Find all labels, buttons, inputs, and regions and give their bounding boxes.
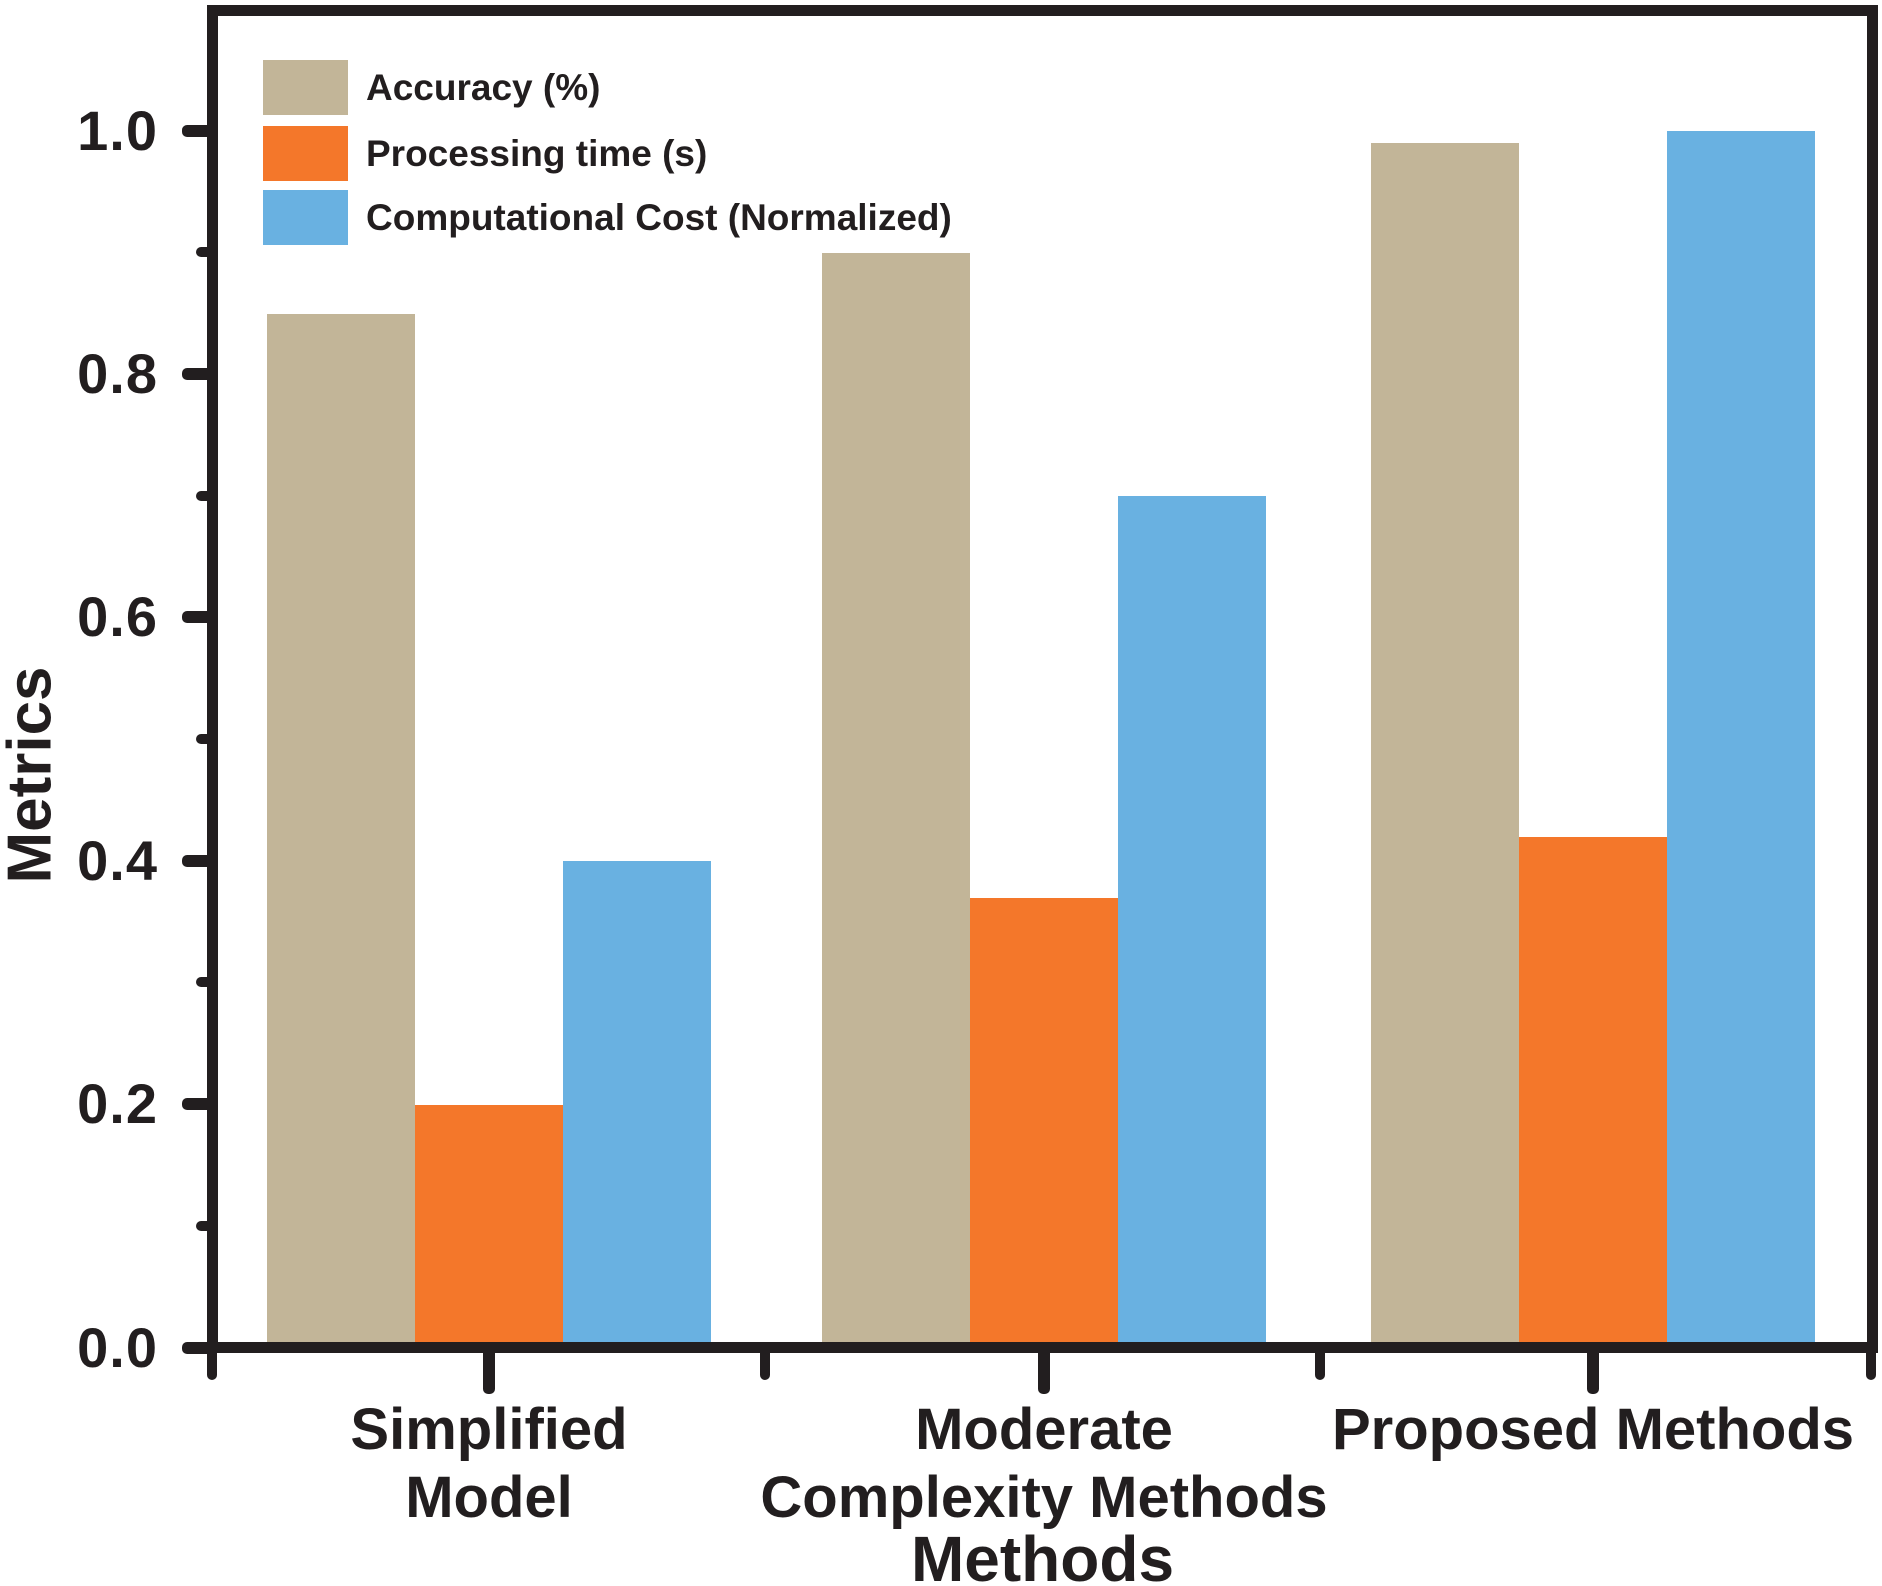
bar-accuracy-proposed-methods [1371,143,1519,1348]
legend-label: Processing time (s) [366,132,708,174]
category-label-line: Moderate [915,1397,1173,1462]
y-minor-tick [196,977,218,988]
bar-accuracy-moderate-complexity-methods [822,252,970,1348]
bar-accuracy-simplified-model [267,313,415,1348]
y-major-tick [182,367,218,380]
bar-computational-cost-normalized-moderate-complexity-methods [1118,496,1266,1348]
category-label-proposed-methods: Proposed Methods [1103,1396,1882,1464]
category-label-line: Complexity Methods [760,1465,1328,1530]
x-boundary-tick [1866,1348,1876,1380]
legend-color-swatch-accuracy [263,60,348,115]
bar-computational-cost-normalized-proposed-methods [1667,131,1815,1348]
y-minor-tick [196,247,218,258]
bar-processing-time-s-moderate-complexity-methods [970,897,1118,1348]
legend-label: Computational Cost (Normalized) [366,196,952,238]
y-tick-label: 1.0 [77,98,158,162]
bar-processing-time-s-simplified-model [415,1104,563,1348]
bar-computational-cost-normalized-simplified-model [563,861,711,1348]
y-tick-label: 0.4 [77,828,158,892]
category-label-moderate-complexity-methods: Moderate Complexity Methods [554,1396,1534,1532]
category-label-line: Model [405,1465,573,1530]
y-tick-label: 0.8 [77,341,158,405]
x-major-tick [483,1348,495,1394]
legend-color-swatch-computational-cost-normalized [263,190,348,245]
y-major-tick [182,124,218,137]
category-label-line: Simplified [350,1397,628,1462]
category-label-line: Proposed Methods [1331,1397,1855,1462]
y-minor-tick [196,1220,218,1231]
legend-color-swatch-processing-time-s [263,126,348,181]
y-major-tick [182,611,218,624]
x-axis-title: Methods [910,1523,1175,1586]
y-tick-label: 0.6 [77,585,158,649]
y-tick-label: 0.2 [77,1072,158,1136]
y-axis-title: Metrics [0,666,65,884]
y-minor-tick [196,490,218,501]
x-boundary-tick [207,1348,217,1380]
x-major-tick [1587,1348,1599,1394]
bar-processing-time-s-proposed-methods [1519,836,1667,1348]
x-boundary-tick [760,1348,770,1380]
y-major-tick [182,854,218,867]
category-label-simplified-model: Simplified Model [0,1396,979,1532]
y-minor-tick [196,734,218,744]
x-boundary-tick [1315,1348,1325,1380]
y-major-tick [182,1098,218,1111]
y-tick-label: 0.0 [77,1315,158,1379]
legend-label: Accuracy (%) [366,66,601,108]
x-major-tick [1038,1348,1050,1394]
